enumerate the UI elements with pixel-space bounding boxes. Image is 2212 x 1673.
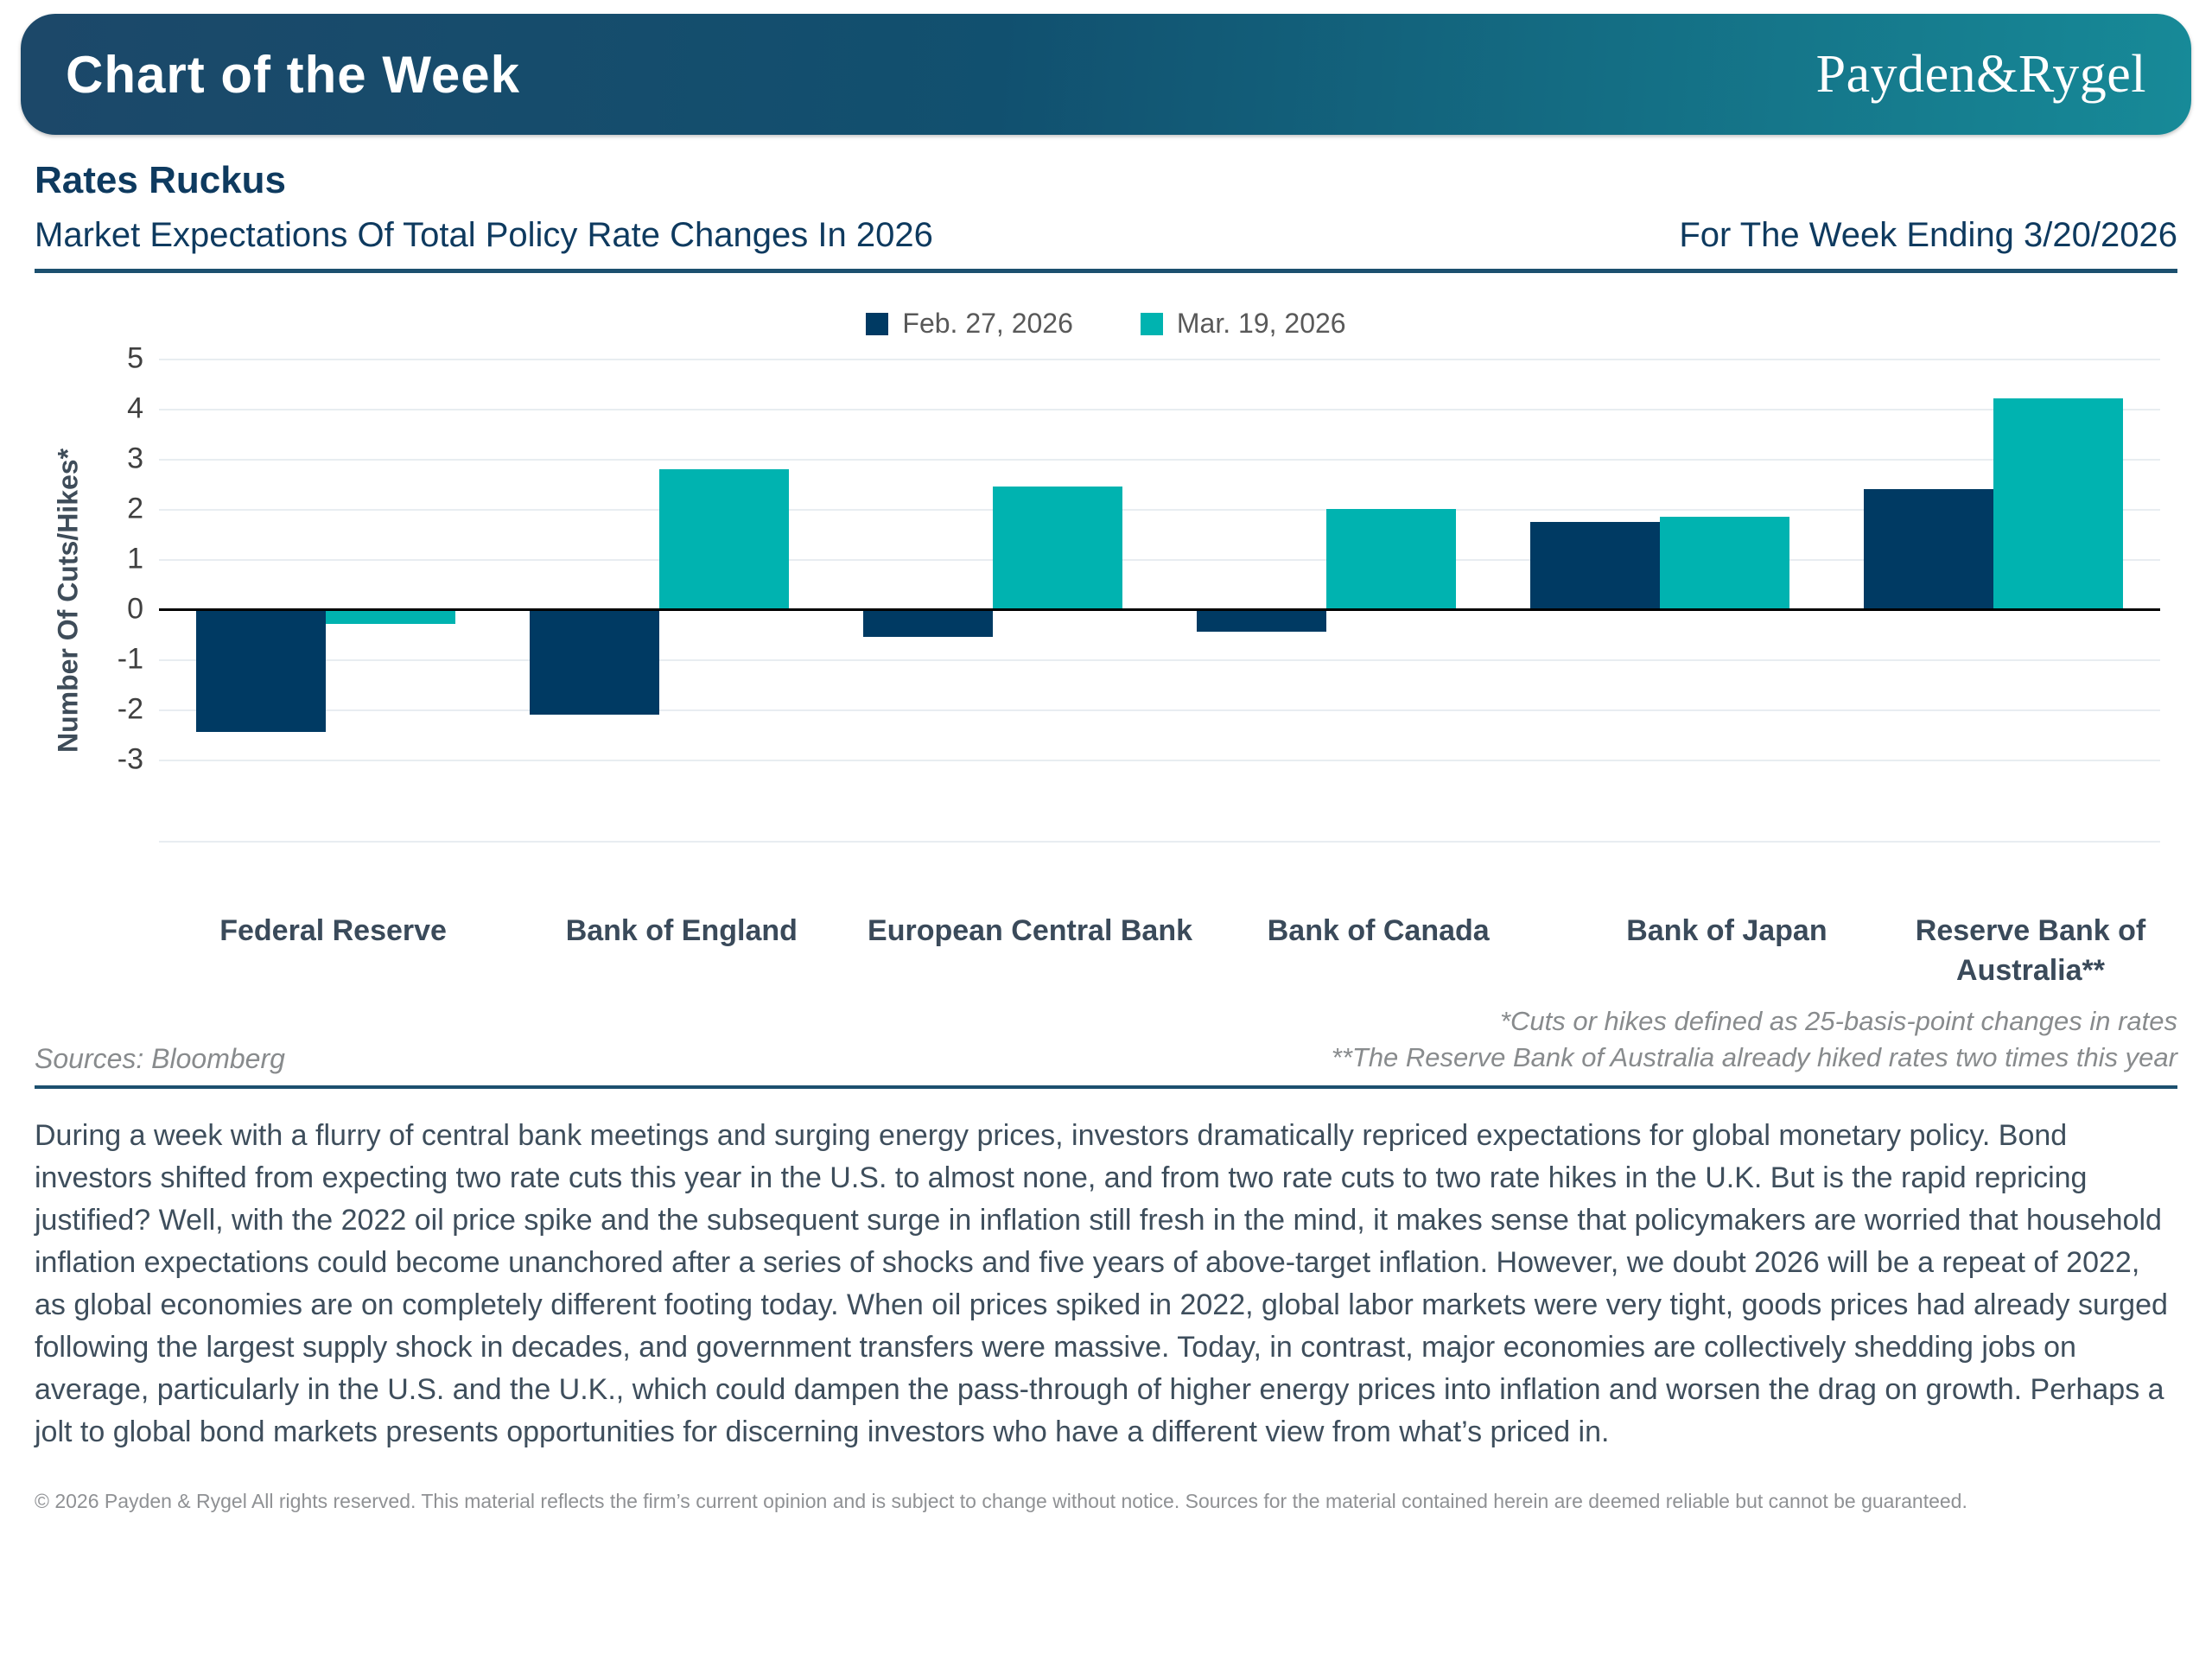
bar-group — [1493, 359, 1827, 843]
legend-swatch-icon — [866, 312, 889, 335]
legend-swatch-icon — [1140, 312, 1163, 335]
x-category-label: Bank of Japan — [1626, 914, 1827, 947]
y-tick-label: -1 — [117, 642, 143, 676]
x-axis-labels: Federal Reserve Bank of England European C… — [159, 912, 2160, 991]
y-tick-label: 4 — [127, 391, 143, 425]
sources-label: Sources: Bloomberg — [35, 1043, 285, 1075]
y-axis-ticks: 5 4 3 2 1 0 -1 -2 -3 — [93, 342, 159, 843]
gridline — [159, 760, 2160, 761]
bar-group — [826, 359, 1160, 843]
legend-item: Feb. 27, 2026 — [866, 308, 1073, 340]
y-tick-label: 3 — [127, 442, 143, 475]
bar-group — [493, 359, 826, 843]
plot-area — [159, 359, 2160, 843]
gridline — [159, 709, 2160, 711]
footnotes: *Cuts or hikes defined as 25-basis-point… — [1332, 1003, 2177, 1076]
chart-title: Rates Ruckus — [35, 159, 287, 201]
x-category-label: Federal Reserve — [219, 914, 447, 947]
week-ending-label: For The Week Ending 3/20/2026 — [1679, 216, 2177, 254]
bar-group — [1160, 359, 1493, 843]
y-tick-label: 1 — [127, 542, 143, 576]
x-category-label: Bank of Canada — [1267, 914, 1490, 947]
chart-subtitle: Market Expectations Of Total Policy Rate… — [35, 216, 933, 254]
y-tick-label: -2 — [117, 692, 143, 726]
bar — [1993, 398, 2123, 609]
gridline — [159, 659, 2160, 661]
bar — [863, 609, 993, 637]
gridline — [159, 559, 2160, 561]
zero-axis-line — [159, 608, 2160, 611]
x-category-label: Reserve Bank of Australia** — [1915, 914, 2146, 987]
bar — [1530, 521, 1660, 609]
x-category-label: European Central Bank — [868, 914, 1192, 947]
x-category-label: Bank of England — [565, 914, 798, 947]
bar — [196, 609, 326, 733]
gridline — [159, 359, 2160, 360]
legend-label: Feb. 27, 2026 — [902, 308, 1073, 339]
company-logo: Payden&Rygel — [1815, 44, 2146, 104]
y-tick-label: 0 — [127, 592, 143, 626]
bar — [1660, 516, 1789, 609]
y-tick-label: -3 — [117, 742, 143, 776]
legend-item: Mar. 19, 2026 — [1140, 308, 1346, 340]
subtitle-row: Market Expectations Of Total Policy Rate… — [35, 216, 2177, 255]
bar — [1864, 488, 1993, 609]
copyright-footer: © 2026 Payden & Rygel All rights reserve… — [35, 1490, 1967, 1513]
bar-chart: Number Of Cuts/Hikes* 5 4 3 2 1 0 -1 -2 -3 — [43, 342, 2160, 843]
sources-footnotes-row: Sources: Bloomberg *Cuts or hikes define… — [35, 1003, 2177, 1090]
bar — [530, 609, 659, 715]
footnote-2: **The Reserve Bank of Australia already … — [1331, 1041, 2177, 1072]
bar — [659, 468, 789, 609]
bar — [326, 609, 455, 625]
bar-group — [159, 359, 493, 843]
gridline — [159, 459, 2160, 461]
plot-bottom-edge — [159, 841, 2160, 843]
bar-group — [1827, 359, 2160, 843]
gridline — [159, 409, 2160, 410]
title-block: Rates Ruckus Market Expectations Of Tota… — [35, 159, 2177, 273]
header-banner: Chart of the Week Payden&Rygel — [21, 14, 2191, 135]
commentary-paragraph: During a week with a flurry of central b… — [35, 1119, 2168, 1449]
y-axis-title: Number Of Cuts/Hikes* — [52, 448, 84, 754]
y-tick-label: 5 — [127, 341, 143, 375]
chart-legend: Feb. 27, 2026 Mar. 19, 2026 — [0, 308, 2212, 340]
y-tick-label: 2 — [127, 492, 143, 525]
page-title: Chart of the Week — [66, 45, 520, 104]
legend-label: Mar. 19, 2026 — [1176, 308, 1346, 339]
gridline — [159, 509, 2160, 511]
bar — [1326, 509, 1456, 609]
footnote-1: *Cuts or hikes defined as 25-basis-point… — [1499, 1005, 2177, 1036]
bar — [1197, 609, 1326, 633]
bar — [993, 486, 1122, 609]
